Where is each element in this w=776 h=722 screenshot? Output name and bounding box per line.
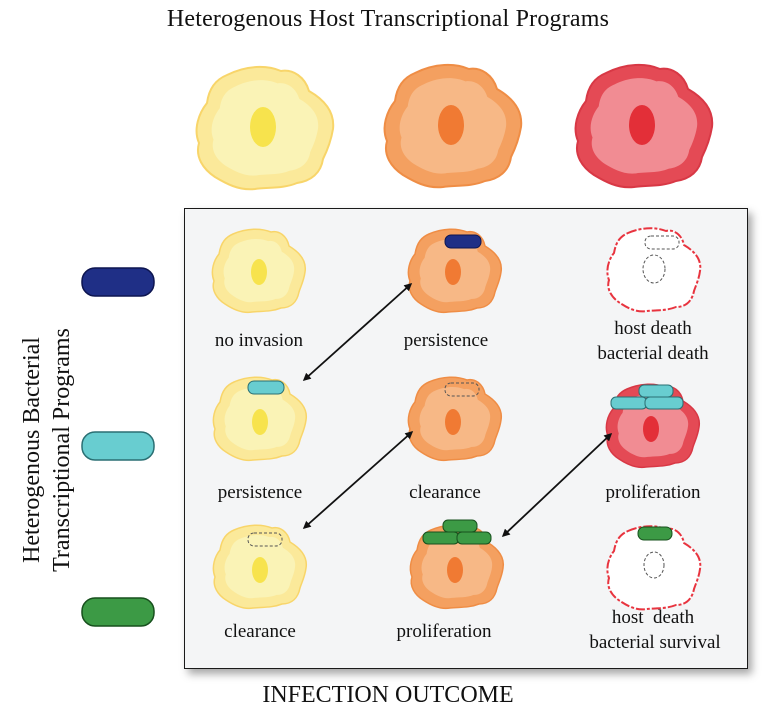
bacteria-cyan-legend <box>81 431 155 461</box>
cell-orange-proliferation <box>409 519 505 610</box>
label-proliferation-orange: proliferation <box>396 621 492 642</box>
nucleus <box>252 557 268 583</box>
bacteria-green-legend <box>81 597 155 627</box>
label-persistence-orange: persistence <box>403 330 489 351</box>
bacterium-green <box>456 531 492 545</box>
cell-yellow-persistence <box>212 376 308 462</box>
label-bacterial-survival: bacterial survival <box>589 632 721 653</box>
bacterium-navy <box>444 234 482 249</box>
nucleus <box>447 557 463 583</box>
dead-bacterium-outline <box>644 235 680 250</box>
bacterium-cyan <box>644 396 684 410</box>
arrow-proliferation-link <box>501 432 613 538</box>
cell-no-invasion <box>211 228 307 314</box>
nucleus <box>629 105 655 145</box>
cleared-bacterium-outline <box>247 532 283 547</box>
arrow-clearance-link <box>302 431 414 529</box>
nucleus <box>445 259 461 285</box>
label-persistence-yellow: persistence <box>217 482 303 503</box>
host-cell-red <box>574 63 714 189</box>
cell-dead-bacterial-survival <box>606 525 702 611</box>
nucleus <box>250 107 276 147</box>
cell-orange-persistence <box>407 228 503 314</box>
nucleus <box>445 409 461 435</box>
label-host-death-1: host death <box>614 318 692 339</box>
label-proliferation-red: proliferation <box>605 482 701 503</box>
bacterium-green <box>422 531 460 545</box>
label-no-invasion: no invasion <box>214 330 304 351</box>
host-programs-title: Heterogenous Host Transcriptional Progra… <box>166 6 610 32</box>
bacterium-green <box>637 526 673 541</box>
bacterium-cyan <box>638 384 674 398</box>
label-clearance-orange: clearance <box>409 482 481 503</box>
nucleus <box>438 105 464 145</box>
cell-orange-clearance <box>407 376 503 462</box>
bacterium-green <box>442 519 478 533</box>
cell-yellow-clearance <box>212 524 308 610</box>
label-bacterial-death: bacterial death <box>597 343 709 364</box>
label-clearance-yellow: clearance <box>224 621 296 642</box>
label-host-death-2: host death <box>611 607 695 628</box>
arrow-persistence-link <box>302 282 413 382</box>
cell-dead-bacterial-death <box>606 227 702 313</box>
cell-red-proliferation <box>605 383 701 469</box>
dead-nucleus-outline <box>643 551 665 579</box>
host-cell-orange <box>383 63 523 189</box>
nucleus <box>251 259 267 285</box>
bacteria-navy-legend <box>81 267 155 297</box>
nucleus <box>643 416 659 442</box>
infection-outcome-title: INFECTION OUTCOME <box>262 682 514 708</box>
host-cell-yellow <box>195 65 335 191</box>
cleared-bacterium-outline <box>444 382 480 397</box>
bacterium-cyan <box>247 380 285 395</box>
dead-nucleus-outline <box>642 254 666 284</box>
bacterium-cyan <box>610 396 648 410</box>
nucleus <box>252 409 268 435</box>
